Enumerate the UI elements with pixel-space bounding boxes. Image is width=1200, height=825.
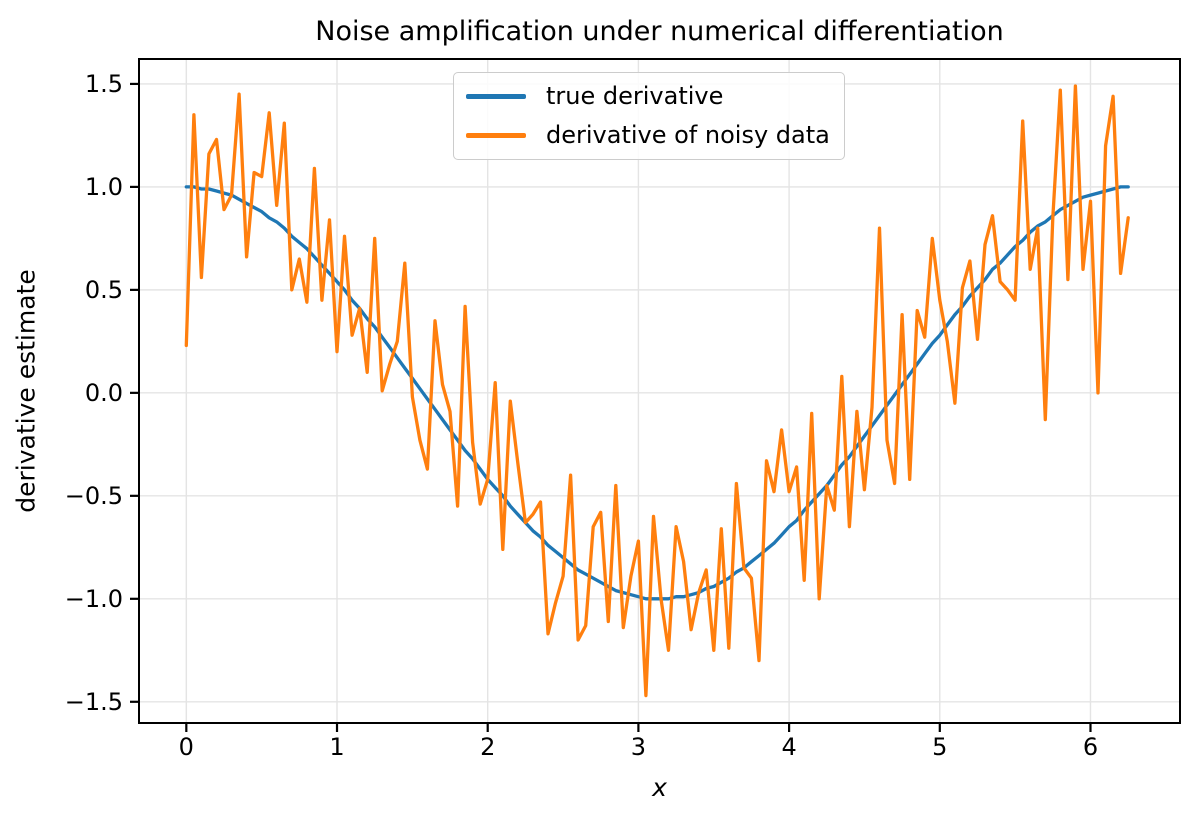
x-tick-label: 6 [1082,733,1099,761]
legend-line-sample-orange [466,133,526,138]
x-tick-label: 3 [630,733,647,761]
y-tick-label: 0.0 [84,378,123,407]
legend-line-sample-blue [466,94,526,99]
legend-label: derivative of noisy data [546,121,830,149]
legend-entry-noisy-derivative: derivative of noisy data [466,120,830,151]
legend-label: true derivative [546,82,724,110]
x-tick-label: 5 [932,733,948,761]
y-tick-label: 0.5 [84,275,123,304]
y-tick-label: 1.5 [84,69,123,98]
x-tick-label: 4 [781,733,797,761]
legend: true derivative derivative of noisy data [453,72,845,160]
chart-title: Noise amplification under numerical diff… [315,16,1004,47]
x-axis-label: x [652,773,667,802]
legend-entry-true-derivative: true derivative [466,81,830,112]
x-tick-label: 2 [480,733,496,761]
x-tick-label: 1 [329,733,345,761]
y-tick-label: −1.5 [64,687,123,716]
y-tick-label: −0.5 [64,481,123,510]
series-true-derivative-line [184,185,1130,601]
plot-border [138,58,1181,724]
y-tick-label: 1.0 [84,172,123,201]
y-tick-label: −1.0 [64,584,123,613]
x-tick-label: 0 [178,733,194,761]
series-noisy-derivative-line [184,84,1130,698]
